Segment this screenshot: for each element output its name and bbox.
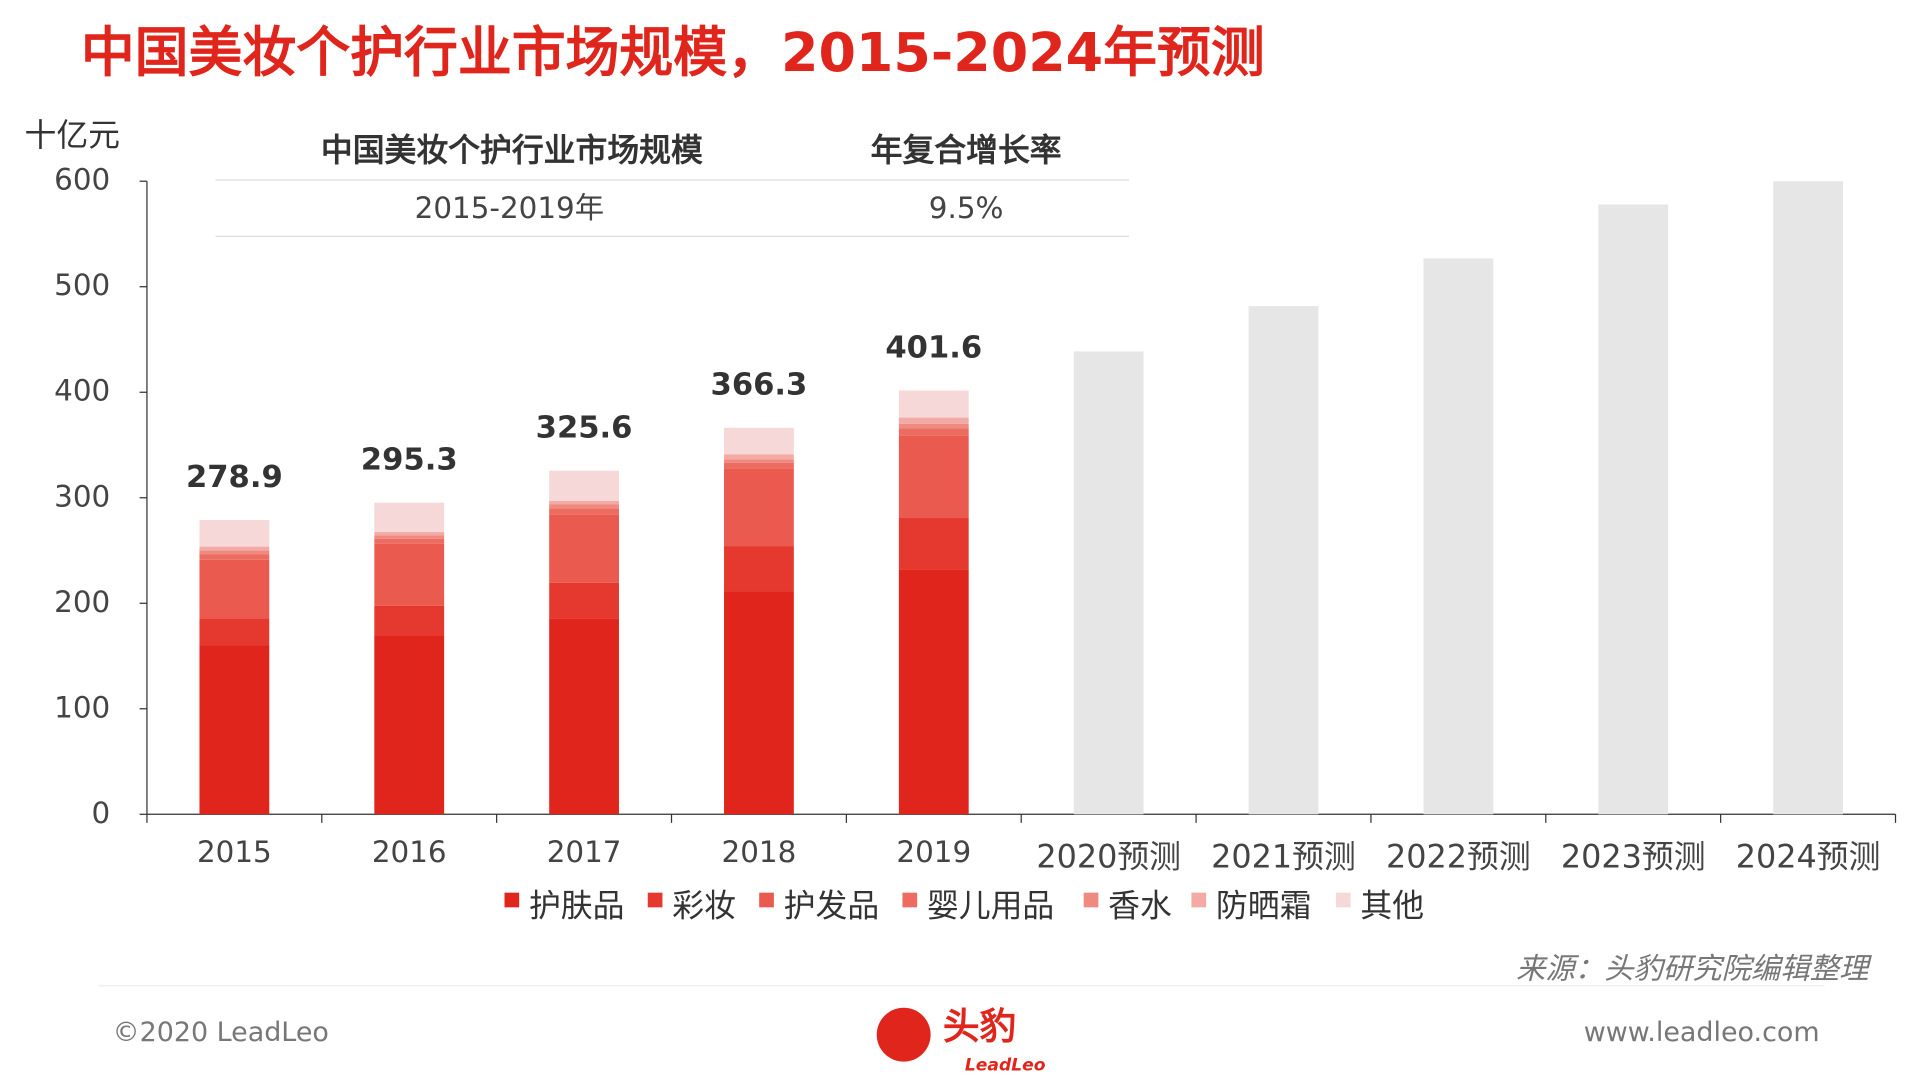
x-tick-label: 2022预测 — [1386, 837, 1531, 875]
logo-icon — [876, 1007, 931, 1062]
total-label: 278.9 — [186, 460, 283, 495]
bar-segment — [724, 468, 794, 547]
bar-segment — [898, 423, 969, 429]
y-tick-label: 100 — [54, 690, 110, 724]
forecast-bar — [1598, 204, 1669, 815]
bar-segment — [374, 635, 445, 815]
bar-segment — [724, 591, 794, 815]
bar-segment — [199, 554, 270, 560]
table-header: 年复合增长率 — [871, 131, 1062, 169]
logo: 头豹 — [943, 1005, 1016, 1048]
bar-segment — [724, 454, 794, 460]
total-label: 295.3 — [361, 443, 458, 478]
total-label: 366.3 — [711, 368, 808, 403]
table-header: 中国美妆个护行业市场规模 — [321, 131, 703, 169]
legend-label: 彩妆 — [672, 886, 736, 924]
y-tick-label: 400 — [54, 374, 110, 408]
x-tick-label: 2019 — [896, 835, 971, 869]
bar-segment — [898, 435, 969, 519]
x-tick-label: 2017 — [547, 835, 622, 869]
x-tick-label: 2021预测 — [1211, 837, 1356, 875]
bar-segment — [549, 470, 619, 501]
x-tick-label: 2024预测 — [1736, 837, 1881, 875]
bar-segment — [898, 518, 969, 570]
bar-segment — [724, 459, 794, 463]
forecast-bar — [1073, 351, 1144, 815]
bar-segment — [374, 502, 445, 533]
x-tick-label: 2016 — [372, 835, 447, 869]
forecast-bar — [1773, 181, 1843, 815]
legend-swatch — [504, 892, 520, 908]
copyright: ©2020 LeadLeo — [113, 1017, 329, 1048]
x-tick-label: 2018 — [722, 835, 797, 869]
legend-swatch — [1191, 892, 1207, 908]
bar-segment — [374, 532, 445, 536]
url: www.leadleo.com — [1584, 1017, 1820, 1048]
table-cell: 2015-2019年 — [415, 191, 605, 225]
bar-segment — [199, 546, 270, 551]
x-tick-label: 2020预测 — [1036, 837, 1181, 875]
table-cell: 9.5% — [929, 191, 1004, 225]
bar-segment — [898, 569, 969, 815]
bar-segment — [724, 546, 794, 592]
bar-segment — [898, 417, 969, 424]
y-tick-label: 500 — [54, 268, 110, 302]
bar-segment — [549, 582, 619, 619]
bar-segment — [549, 504, 619, 509]
legend-swatch — [1083, 892, 1099, 908]
bar-segment — [374, 605, 445, 636]
legend-label: 护肤品 — [529, 886, 625, 924]
y-tick-label: 0 — [92, 796, 111, 830]
forecast-bar — [1248, 306, 1319, 815]
legend-label: 其他 — [1360, 886, 1424, 924]
y-tick-label: 600 — [54, 163, 110, 197]
bar-segment — [199, 645, 270, 815]
forecast-bar — [1423, 258, 1494, 815]
title: 中国美妆个护行业市场规模，2015-2024年预测 — [81, 21, 1265, 84]
legend-label: 婴儿用品 — [927, 886, 1054, 924]
legend-swatch — [902, 892, 918, 908]
bar-segment — [724, 427, 794, 455]
y-tick-label: 300 — [54, 479, 110, 513]
bar-segment — [549, 514, 619, 583]
legend-label: 香水 — [1108, 886, 1172, 924]
bar-segment — [374, 543, 445, 606]
bar-segment — [549, 618, 619, 815]
bar-segment — [199, 618, 270, 646]
y-tick-label: 200 — [54, 585, 110, 619]
y-unit: 十亿元 — [24, 116, 120, 154]
bar-segment — [374, 538, 445, 544]
legend-label: 防晒霜 — [1216, 886, 1311, 924]
logo-sub: LeadLeo — [965, 1055, 1046, 1075]
bar-segment — [374, 535, 445, 539]
legend-swatch — [1335, 892, 1351, 908]
bar-segment — [898, 390, 969, 418]
bar-segment — [199, 559, 270, 619]
bar-segment — [199, 520, 270, 547]
total-label: 401.6 — [885, 330, 982, 365]
x-tick-label: 2023预测 — [1561, 837, 1706, 875]
bar-segment — [199, 550, 270, 555]
legend-label: 护发品 — [784, 886, 880, 924]
legend-swatch — [647, 892, 663, 908]
bar-segment — [898, 428, 969, 436]
legend-swatch — [759, 892, 774, 908]
bar-segment — [549, 508, 619, 515]
x-tick-label: 2015 — [197, 835, 272, 869]
total-label: 325.6 — [536, 411, 633, 446]
source: 来源：头豹研究院编辑整理 — [1516, 951, 1872, 985]
bar-segment — [549, 500, 619, 505]
bar-segment — [724, 462, 794, 469]
